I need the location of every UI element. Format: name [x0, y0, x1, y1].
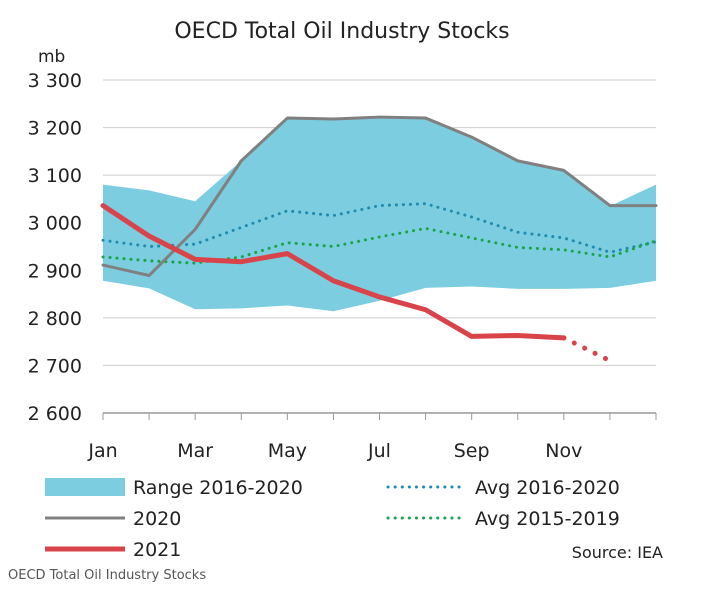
y-tick-label: 3 000 — [28, 213, 82, 235]
x-tick-label: Jan — [87, 440, 117, 462]
chart: OECD Total Oil Industry Stocks mb 2 6002… — [28, 19, 663, 562]
legend-label: Avg 2015-2019 — [475, 508, 620, 530]
legend-label: Range 2016-2020 — [133, 477, 303, 499]
x-tick-label: Jul — [367, 440, 391, 462]
chart-title: OECD Total Oil Industry Stocks — [174, 19, 509, 44]
y-tick-label: 3 100 — [28, 165, 82, 187]
legend: Range 2016-2020 2020 2021 Avg 2016-2020 Avg … — [45, 477, 620, 561]
caption: OECD Total Oil Industry Stocks — [8, 568, 207, 583]
range-band — [103, 117, 656, 312]
x-tick-label: May — [268, 440, 307, 462]
y-tick-label: 2 800 — [28, 308, 82, 330]
series-line-2020 — [101, 115, 658, 278]
x-tick-label: Nov — [545, 440, 582, 462]
y-axis-label: mb — [38, 47, 65, 67]
y-tick-label: 2 900 — [28, 260, 82, 282]
legend-label: 2021 — [133, 539, 181, 561]
series-line-2021-forecast — [561, 335, 613, 364]
y-tick-label: 3 200 — [28, 118, 82, 140]
source-label: Source: IEA — [572, 543, 663, 562]
y-tick-label: 2 600 — [28, 403, 82, 425]
axes — [102, 412, 657, 420]
y-tick-labels: 2 600 2 700 2 800 2 900 3 000 3 100 3 200 3 300 — [28, 70, 82, 425]
series-lines — [100, 115, 658, 364]
legend-label: 2020 — [133, 508, 181, 530]
y-tick-label: 2 700 — [28, 355, 82, 377]
legend-swatch — [45, 478, 125, 496]
series-line-avg-2015-2019 — [101, 226, 658, 265]
y-tick-label: 3 300 — [28, 70, 82, 92]
x-tick-label: Sep — [454, 440, 490, 462]
series-line-2021 — [100, 203, 567, 341]
x-tick-label: Mar — [177, 440, 213, 462]
legend-label: Avg 2016-2020 — [475, 477, 620, 499]
range-area — [103, 117, 656, 312]
x-tick-labels: Jan Mar May Jul Sep Nov — [87, 440, 582, 462]
